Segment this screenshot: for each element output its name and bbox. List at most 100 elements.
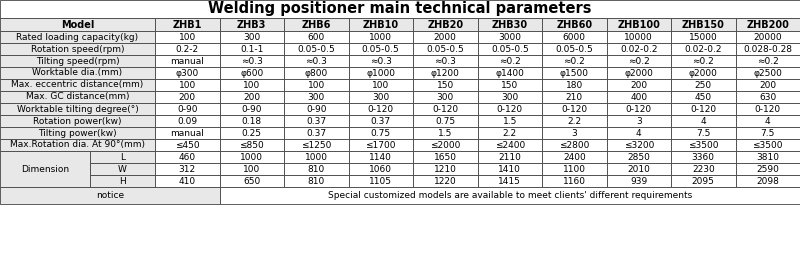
Text: 2230: 2230	[692, 164, 714, 174]
Text: Rated loading capacity(kg): Rated loading capacity(kg)	[17, 32, 138, 42]
Bar	[155, 175, 219, 187]
Text: 0-120: 0-120	[368, 104, 394, 114]
Text: φ1500: φ1500	[560, 68, 589, 78]
Text: φ1400: φ1400	[495, 68, 524, 78]
Text: Rotation speed(rpm): Rotation speed(rpm)	[30, 45, 124, 54]
Text: 3360: 3360	[692, 153, 714, 161]
Text: 450: 450	[694, 92, 712, 101]
Text: ≤3500: ≤3500	[753, 141, 783, 150]
Bar	[735, 91, 800, 103]
Bar	[155, 67, 219, 79]
Text: manual: manual	[170, 56, 204, 65]
Text: 100: 100	[178, 32, 196, 42]
Bar	[478, 127, 542, 139]
Bar	[735, 151, 800, 163]
Bar	[284, 43, 349, 55]
Text: 1060: 1060	[370, 164, 392, 174]
Bar	[90, 163, 155, 175]
Bar	[349, 175, 413, 187]
Bar	[349, 18, 413, 31]
Text: Max. GC distance(mm): Max. GC distance(mm)	[26, 92, 130, 101]
Bar	[284, 91, 349, 103]
Bar	[413, 127, 478, 139]
Text: 180: 180	[566, 81, 583, 89]
Text: 0.05-0.5: 0.05-0.5	[298, 45, 335, 54]
Bar	[542, 151, 606, 163]
Text: 3810: 3810	[756, 153, 779, 161]
Text: 200: 200	[759, 81, 776, 89]
Bar	[413, 115, 478, 127]
Text: 0-120: 0-120	[690, 104, 716, 114]
Bar	[413, 103, 478, 115]
Text: ≤850: ≤850	[239, 141, 264, 150]
Text: 1000: 1000	[240, 153, 263, 161]
Text: ZHB150: ZHB150	[682, 20, 725, 29]
Text: 0.05-0.5: 0.05-0.5	[491, 45, 529, 54]
Bar	[542, 79, 606, 91]
Text: 0.18: 0.18	[242, 117, 262, 125]
Bar	[413, 151, 478, 163]
Text: Worktable dia.(mm): Worktable dia.(mm)	[33, 68, 122, 78]
Text: ≈0.2: ≈0.2	[692, 56, 714, 65]
Text: 7.5: 7.5	[761, 128, 775, 138]
Text: 939: 939	[630, 177, 647, 186]
Bar	[671, 163, 735, 175]
Text: ZHB60: ZHB60	[556, 20, 592, 29]
Bar	[542, 175, 606, 187]
Bar	[606, 67, 671, 79]
Text: 0.05-0.5: 0.05-0.5	[426, 45, 464, 54]
Bar	[413, 91, 478, 103]
Bar	[671, 79, 735, 91]
Bar	[0, 18, 155, 31]
Bar	[413, 43, 478, 55]
Text: ≈0.2: ≈0.2	[628, 56, 650, 65]
Text: 1.5: 1.5	[438, 128, 453, 138]
Text: Max.Rotation dia. At 90°(mm): Max.Rotation dia. At 90°(mm)	[10, 141, 145, 150]
Bar	[413, 79, 478, 91]
Bar	[219, 187, 800, 204]
Bar	[542, 91, 606, 103]
Bar	[478, 175, 542, 187]
Text: 400: 400	[630, 92, 647, 101]
Bar	[284, 18, 349, 31]
Text: ZHB3: ZHB3	[237, 20, 266, 29]
Text: 1.5: 1.5	[502, 117, 517, 125]
Text: 2.2: 2.2	[502, 128, 517, 138]
Text: ≈0.2: ≈0.2	[563, 56, 585, 65]
Bar	[542, 103, 606, 115]
Bar	[0, 55, 155, 67]
Text: ZHB6: ZHB6	[302, 20, 331, 29]
Bar	[478, 163, 542, 175]
Bar	[284, 163, 349, 175]
Text: ZHB10: ZHB10	[362, 20, 399, 29]
Text: ≤2000: ≤2000	[430, 141, 461, 150]
Text: 2010: 2010	[627, 164, 650, 174]
Bar	[284, 115, 349, 127]
Text: φ800: φ800	[305, 68, 328, 78]
Text: 0.05-0.5: 0.05-0.5	[362, 45, 400, 54]
Bar	[413, 139, 478, 151]
Bar	[735, 175, 800, 187]
Text: 0-120: 0-120	[626, 104, 652, 114]
Bar	[219, 103, 284, 115]
Bar	[219, 115, 284, 127]
Text: 200: 200	[178, 92, 196, 101]
Text: 0.02-0.2: 0.02-0.2	[620, 45, 658, 54]
Text: 1410: 1410	[498, 164, 521, 174]
Bar	[219, 67, 284, 79]
Bar	[542, 139, 606, 151]
Bar	[735, 79, 800, 91]
Bar	[478, 43, 542, 55]
Bar	[0, 151, 90, 187]
Bar	[478, 139, 542, 151]
Text: Dimension: Dimension	[21, 164, 69, 174]
Text: 4: 4	[636, 128, 642, 138]
Text: ZHB20: ZHB20	[427, 20, 463, 29]
Text: Special customized models are available to meet clients' different requirements: Special customized models are available …	[328, 191, 692, 200]
Bar	[606, 79, 671, 91]
Bar	[542, 67, 606, 79]
Bar	[606, 18, 671, 31]
Bar	[155, 91, 219, 103]
Bar	[606, 31, 671, 43]
Text: 460: 460	[178, 153, 196, 161]
